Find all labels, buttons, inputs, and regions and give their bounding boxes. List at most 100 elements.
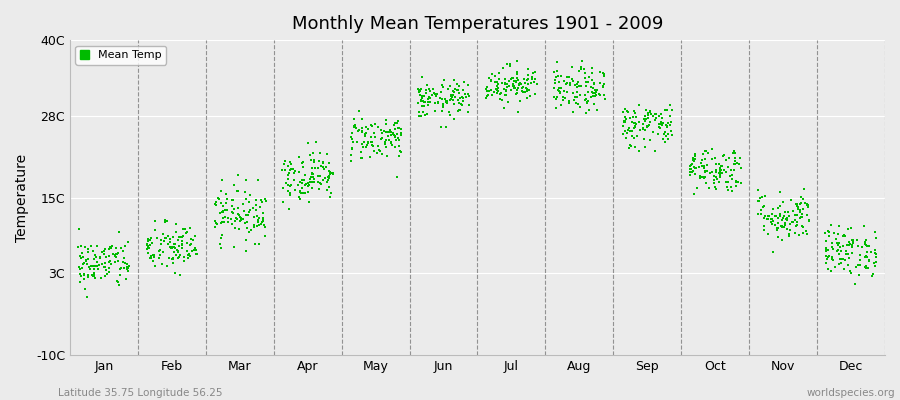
Point — [819, 238, 833, 244]
Point — [112, 266, 127, 272]
Point — [355, 116, 369, 122]
Point — [821, 254, 835, 260]
Point — [706, 172, 721, 179]
Point — [523, 93, 537, 100]
Point — [721, 164, 735, 170]
Point — [383, 132, 398, 138]
Point — [698, 174, 712, 180]
Point — [661, 130, 675, 137]
Point — [596, 84, 610, 90]
Point — [421, 99, 436, 106]
Point — [802, 217, 816, 224]
Point — [841, 226, 855, 232]
Point — [632, 102, 646, 108]
Point — [764, 216, 778, 222]
Point — [99, 254, 113, 260]
Point — [597, 73, 611, 80]
Point — [348, 124, 363, 130]
Point — [698, 148, 712, 154]
Point — [190, 251, 204, 258]
Point — [555, 96, 570, 103]
Point — [831, 242, 845, 248]
Point — [73, 271, 87, 277]
Point — [383, 129, 398, 135]
Point — [104, 244, 118, 250]
Point — [323, 190, 338, 196]
Point — [154, 241, 168, 247]
Point — [178, 226, 193, 232]
Point — [562, 74, 576, 80]
Point — [655, 114, 670, 121]
Point — [699, 167, 714, 174]
Point — [520, 86, 535, 92]
Point — [648, 116, 662, 123]
Point — [716, 153, 730, 160]
Point — [443, 82, 457, 89]
Point — [708, 167, 723, 174]
Point — [214, 231, 229, 238]
Point — [859, 263, 873, 270]
Point — [707, 184, 722, 190]
Point — [618, 135, 633, 141]
Point — [120, 264, 134, 270]
Point — [415, 74, 429, 80]
Point — [513, 98, 527, 104]
Point — [97, 248, 112, 255]
Point — [775, 215, 789, 222]
Point — [850, 243, 865, 249]
Point — [227, 206, 241, 213]
Point — [853, 252, 868, 258]
Point — [364, 122, 379, 129]
Point — [368, 134, 382, 140]
Point — [573, 64, 588, 70]
Point — [78, 286, 93, 292]
Point — [228, 225, 242, 231]
Point — [72, 226, 86, 232]
Point — [698, 180, 713, 186]
Point — [566, 108, 580, 115]
Point — [158, 234, 172, 241]
Point — [242, 198, 256, 205]
Point — [641, 112, 655, 118]
Point — [794, 214, 808, 220]
Point — [238, 248, 253, 254]
Point — [825, 240, 840, 246]
Point — [158, 218, 172, 225]
Point — [689, 185, 704, 192]
Point — [593, 80, 608, 86]
Point — [287, 186, 302, 193]
Point — [439, 100, 454, 106]
Point — [79, 257, 94, 264]
Point — [713, 172, 727, 179]
Point — [345, 145, 359, 152]
Point — [518, 84, 533, 91]
Point — [313, 181, 328, 188]
Point — [183, 225, 197, 231]
Point — [393, 148, 408, 155]
Point — [281, 163, 295, 170]
Point — [592, 68, 607, 75]
Point — [111, 250, 125, 256]
Point — [392, 124, 406, 131]
Point — [144, 253, 158, 259]
Point — [782, 233, 796, 239]
Point — [421, 99, 436, 106]
Point — [99, 267, 113, 273]
Point — [846, 236, 860, 243]
Point — [765, 218, 779, 224]
Point — [508, 90, 523, 97]
Point — [435, 82, 449, 88]
Point — [316, 159, 330, 165]
Point — [586, 92, 600, 99]
Point — [633, 127, 647, 133]
Point — [568, 94, 582, 100]
Point — [562, 98, 576, 104]
Point — [345, 136, 359, 142]
Point — [579, 110, 593, 116]
Point — [789, 212, 804, 218]
Point — [348, 121, 363, 128]
Point — [520, 88, 535, 94]
Point — [831, 247, 845, 253]
Point — [626, 124, 641, 131]
Point — [656, 120, 670, 126]
